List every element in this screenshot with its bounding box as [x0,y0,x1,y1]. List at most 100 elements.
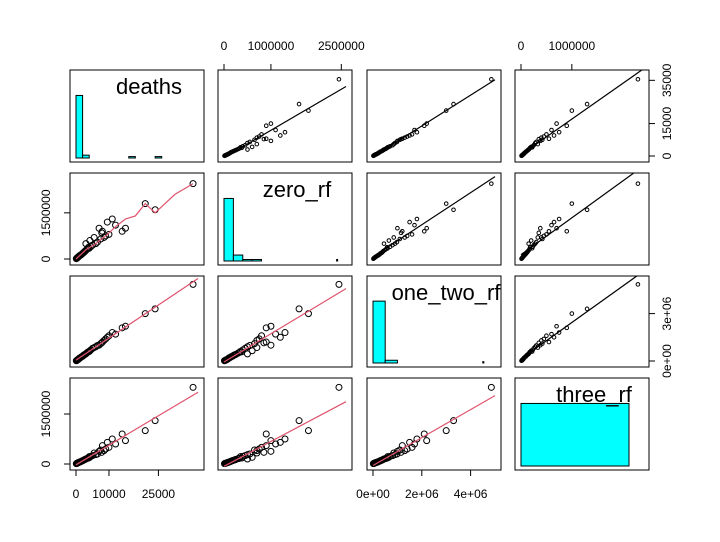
panel-frame-r0-c3 [514,69,650,163]
data-point [105,230,113,238]
data-point [549,127,554,133]
data-point [304,427,312,435]
panel-frame-r2-c0 [69,275,205,368]
data-point [268,138,274,144]
data-point [248,453,256,461]
tick-label: 1500000 [39,189,53,236]
tick-label: 0e+00 [356,487,390,501]
data-point [414,216,420,222]
data-point [263,136,269,142]
data-point [281,329,289,337]
fit-line [372,176,496,258]
tick-label: 0 [73,487,80,501]
data-point [82,240,90,248]
data-point [267,437,275,445]
data-point [546,339,552,345]
histogram-bar [384,359,398,364]
data-point [526,241,531,246]
tick-label: 4e+06 [454,487,488,501]
data-point [489,76,494,82]
data-point [118,227,126,235]
data-point [295,305,303,313]
data-point [584,306,590,312]
data-point [395,225,400,231]
smooth-line [372,395,496,467]
fit-line [520,173,635,256]
data-point [442,427,450,435]
tick-label: 3e+06 [660,296,674,330]
data-point [261,136,267,142]
data-point [544,333,549,339]
data-point [253,344,261,352]
histogram-bar [336,259,339,262]
data-point [451,207,456,213]
tick-label: 0 [660,152,674,159]
smooth-line [223,401,347,467]
data-point [556,129,562,135]
data-point [407,219,412,225]
data-point [141,310,149,318]
data-point [569,311,575,316]
data-point [93,238,101,246]
variable-label-three_rf: three_rf [556,382,633,407]
data-point [381,241,387,246]
data-point [276,333,284,341]
data-point [108,435,116,443]
data-point [103,438,111,446]
data-point [243,350,251,358]
variable-label-deaths: deaths [116,74,182,99]
data-point [273,127,278,133]
data-point [540,236,545,242]
data-point [398,230,404,236]
data-point [260,339,268,347]
data-point [549,331,554,337]
data-point [95,224,103,232]
histogram-bar [482,361,485,364]
data-point [267,341,275,349]
data-point [386,238,392,243]
data-point [424,225,429,231]
data-point [538,138,543,144]
data-point [421,229,427,234]
data-point [245,147,250,152]
data-point [260,448,268,456]
histogram-bar [251,259,263,262]
variable-label-one_two_rf: one_two_rf [392,280,502,305]
data-point [409,232,415,237]
panel-frame-r2-c3 [514,275,650,368]
data-point [519,256,524,261]
data-point [635,181,641,186]
data-point [121,322,129,330]
data-point [108,215,116,223]
data-point [141,200,149,208]
histogram-bar [520,402,630,467]
data-point [489,181,494,186]
tick-label: 1500000 [39,390,53,437]
data-point [103,218,111,226]
data-point [121,437,129,445]
histogram-bar [82,154,90,159]
data-point [189,383,197,391]
tick-label: 1000000 [548,39,595,53]
panel-frame-r3-c3 [514,377,650,471]
data-point [535,235,541,240]
panel-frame-r2-c1 [217,275,353,368]
data-point [564,123,570,129]
tick-label: 25000 [142,487,176,501]
tick-label: 2500000 [318,39,365,53]
fit-line [520,276,638,360]
data-point [251,340,258,348]
data-point [267,447,275,455]
data-point [254,141,260,147]
panel-frame-r1-c3 [514,172,650,266]
tick-label: 0 [39,460,53,467]
data-point [262,324,270,332]
smooth-line [223,288,347,363]
data-point [151,206,159,214]
histogram-bar [128,156,136,159]
tick-label: 2e+06 [405,487,439,501]
panel-frame-r0-c0 [69,69,205,163]
tick-label: 0 [221,39,228,53]
panel-frame-r1-c1 [217,172,353,266]
data-point [112,221,120,229]
